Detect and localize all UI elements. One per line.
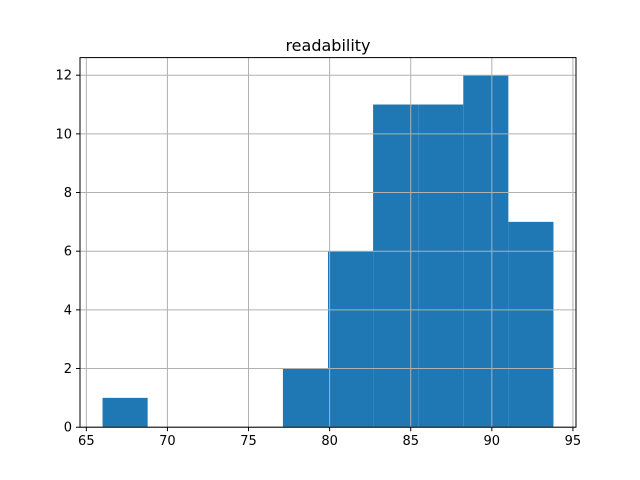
histogram-bar	[508, 221, 554, 428]
x-tick-label: 90	[484, 434, 501, 449]
axes-frame	[79, 57, 577, 428]
y-tick-label: 4	[64, 303, 72, 318]
y-tick-label: 6	[64, 245, 72, 260]
y-tick-label: 8	[64, 186, 72, 201]
y-tick-label: 12	[55, 69, 72, 84]
x-tick-label: 95	[565, 434, 582, 449]
x-tick-label: 70	[159, 434, 176, 449]
histogram-bar	[373, 104, 419, 428]
chart-title: readability	[285, 36, 371, 55]
histogram-bar	[418, 104, 464, 428]
x-tick-label: 80	[321, 434, 338, 449]
y-tick-label: 10	[55, 127, 72, 142]
histogram-bar	[102, 397, 148, 428]
histogram-bar	[282, 368, 328, 428]
x-tick-label: 85	[402, 434, 419, 449]
y-tick-label: 0	[64, 421, 72, 436]
x-tick-label: 75	[240, 434, 257, 449]
y-tick-label: 2	[64, 362, 72, 377]
histogram-bar	[328, 251, 374, 428]
x-tick-label: 65	[78, 434, 95, 449]
